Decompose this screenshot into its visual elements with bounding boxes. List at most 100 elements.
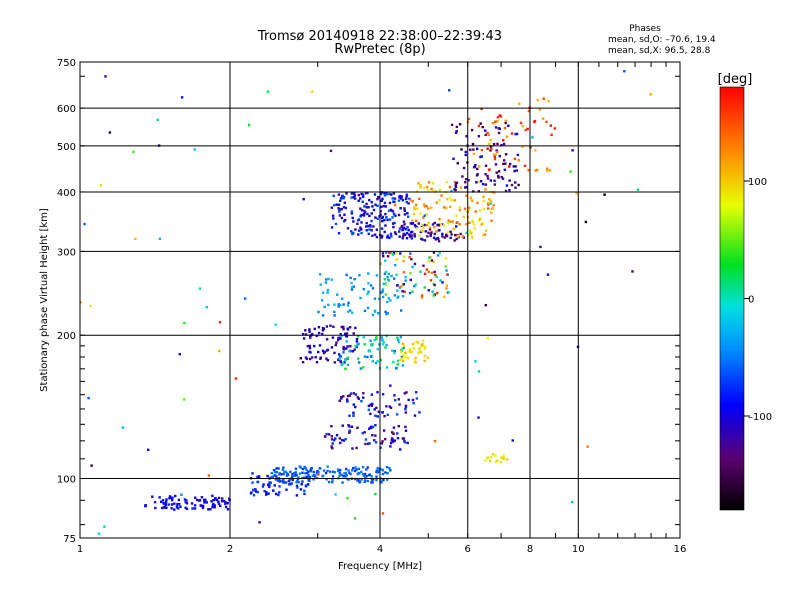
scatter-point — [431, 290, 434, 293]
scatter-point — [268, 483, 271, 486]
scatter-point — [438, 217, 441, 221]
scatter-point — [411, 200, 414, 203]
scatter-point — [254, 490, 258, 493]
scatter-point — [103, 525, 106, 528]
scatter-point — [351, 466, 355, 470]
scatter-point — [448, 89, 451, 92]
scatter-point — [486, 174, 489, 178]
scatter-point — [332, 439, 336, 442]
scatter-point — [185, 507, 189, 511]
scatter-point — [436, 254, 440, 257]
scatter-point — [515, 132, 519, 136]
scatter-point — [368, 442, 371, 445]
scatter-point — [352, 411, 355, 414]
scatter-point — [400, 348, 403, 352]
scatter-point — [380, 236, 383, 239]
scatter-point — [413, 206, 416, 209]
scatter-point — [375, 469, 379, 472]
scatter-point — [389, 445, 392, 448]
scatter-point — [385, 366, 389, 369]
y-tick-label: 500 — [57, 142, 76, 153]
scatter-point — [337, 337, 340, 340]
scatter-point — [402, 354, 405, 357]
scatter-point — [193, 148, 196, 151]
scatter-point — [183, 398, 186, 401]
scatter-point — [384, 310, 387, 314]
scatter-point — [224, 501, 228, 504]
scatter-point — [502, 142, 506, 146]
scatter-point — [247, 123, 251, 127]
scatter-point — [376, 204, 379, 208]
scatter-point — [486, 147, 489, 150]
scatter-point — [348, 430, 352, 433]
scatter-point — [343, 472, 346, 475]
scatter-point — [493, 157, 497, 161]
scatter-point — [423, 354, 426, 358]
scatter-point — [359, 207, 362, 210]
scatter-point — [173, 508, 176, 511]
scatter-point — [445, 180, 448, 184]
scatter-point — [334, 493, 337, 496]
chart-title: Tromsø 20140918 22:38:00–22:39:43 — [257, 29, 502, 44]
scatter-point — [385, 343, 388, 347]
scatter-point — [370, 201, 373, 204]
scatter-point — [265, 491, 268, 494]
scatter-point — [217, 502, 221, 506]
scatter-point — [359, 367, 363, 370]
scatter-point — [379, 262, 382, 265]
scatter-point — [360, 470, 363, 474]
scatter-point — [319, 357, 322, 360]
scatter-point — [549, 124, 553, 127]
scatter-point — [359, 228, 363, 231]
scatter-point — [212, 498, 215, 502]
scatter-point — [90, 464, 93, 467]
scatter-point — [446, 197, 449, 201]
scatter-point — [438, 189, 442, 192]
scatter-point — [523, 164, 527, 168]
scatter-point — [99, 183, 103, 187]
scatter-point — [339, 360, 342, 363]
scatter-point — [343, 332, 347, 336]
scatter-point — [178, 352, 181, 356]
scatter-point — [336, 338, 340, 342]
scatter-point — [333, 361, 337, 364]
scatter-point — [498, 127, 501, 131]
scatter-point — [483, 129, 487, 132]
scatter-point — [104, 75, 107, 78]
scatter-point — [493, 155, 497, 158]
scatter-point — [282, 478, 285, 482]
scatter-point — [454, 188, 457, 192]
scatter-point — [480, 155, 483, 158]
scatter-point — [419, 184, 422, 188]
scatter-point — [284, 481, 288, 484]
scatter-point — [361, 193, 365, 196]
scatter-point — [301, 467, 305, 471]
scatter-point — [465, 185, 468, 189]
scatter-point — [274, 478, 278, 481]
scatter-point — [360, 192, 363, 196]
scatter-point — [200, 496, 204, 499]
scatter-point — [357, 467, 360, 471]
scatter-point — [425, 223, 429, 227]
scatter-point — [373, 439, 376, 442]
scatter-point — [456, 235, 459, 238]
scatter-point — [301, 476, 304, 480]
scatter-point — [503, 159, 506, 162]
scatter-point — [330, 226, 334, 229]
scatter-point — [546, 169, 549, 172]
scatter-point — [464, 150, 467, 154]
scatter-point — [350, 230, 353, 233]
scatter-point — [306, 344, 310, 348]
scatter-point — [423, 203, 426, 206]
scatter-point — [324, 281, 328, 284]
scatter-point — [387, 279, 391, 282]
scatter-point — [445, 234, 449, 238]
scatter-point — [301, 360, 305, 364]
scatter-point — [350, 425, 354, 428]
scatter-point — [443, 206, 446, 209]
scatter-point — [486, 177, 490, 180]
scatter-point — [375, 470, 378, 474]
scatter-point — [338, 214, 342, 217]
scatter-point — [385, 216, 388, 219]
scatter-point — [494, 120, 497, 123]
